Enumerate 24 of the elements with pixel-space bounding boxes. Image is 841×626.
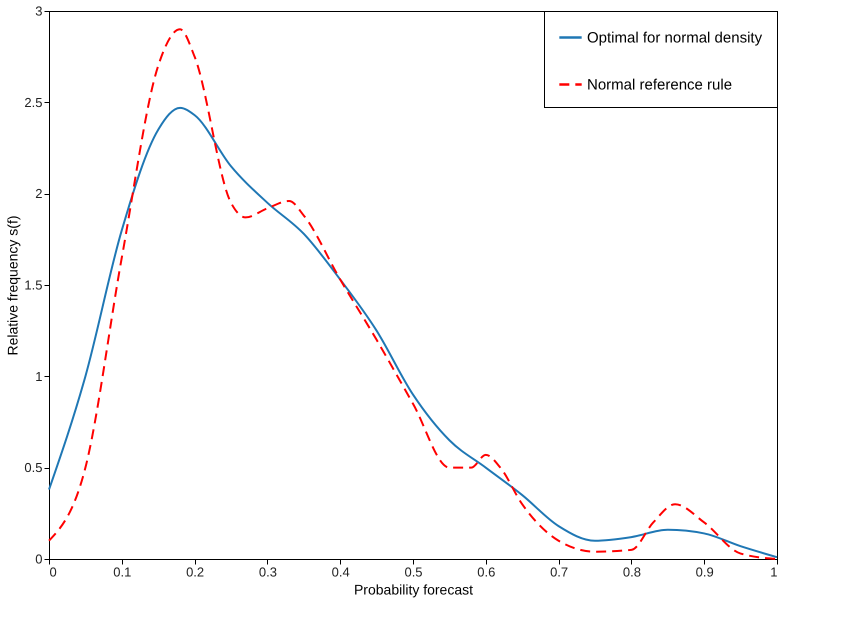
x-tick-label: 0.2: [186, 564, 204, 580]
y-tick-label: 2: [35, 186, 42, 202]
x-tick-label: 0.6: [477, 564, 496, 580]
y-tick-label: 1.5: [24, 278, 42, 292]
y-tick-label: 0.5: [24, 460, 42, 476]
line-series: [48, 28, 778, 560]
y-axis-title: Relative frequency s(f): [4, 215, 20, 356]
x-axis-title: Probability forecast: [354, 582, 474, 598]
y-tick-label: 3: [35, 4, 42, 18]
x-tick-label: 0.1: [113, 564, 132, 580]
y-tick-label: 1: [35, 368, 42, 384]
x-tick-label: 0: [50, 564, 57, 580]
x-tick-label: 0.5: [404, 564, 423, 580]
x-tick-label: 0.8: [622, 564, 641, 580]
legend-label: Normal reference rule: [587, 76, 732, 94]
y-tick-label: 0: [35, 552, 42, 566]
line-series: [48, 106, 778, 558]
x-tick-label: 1: [770, 564, 778, 580]
x-tick-label: 0.3: [258, 564, 277, 580]
y-tick-label: 2.5: [24, 94, 42, 110]
legend-label: Optimal for normal density: [587, 30, 763, 46]
x-tick-label: 0.7: [550, 564, 568, 580]
x-tick-label: 0.9: [696, 564, 714, 580]
x-tick-label: 0.4: [332, 564, 350, 580]
